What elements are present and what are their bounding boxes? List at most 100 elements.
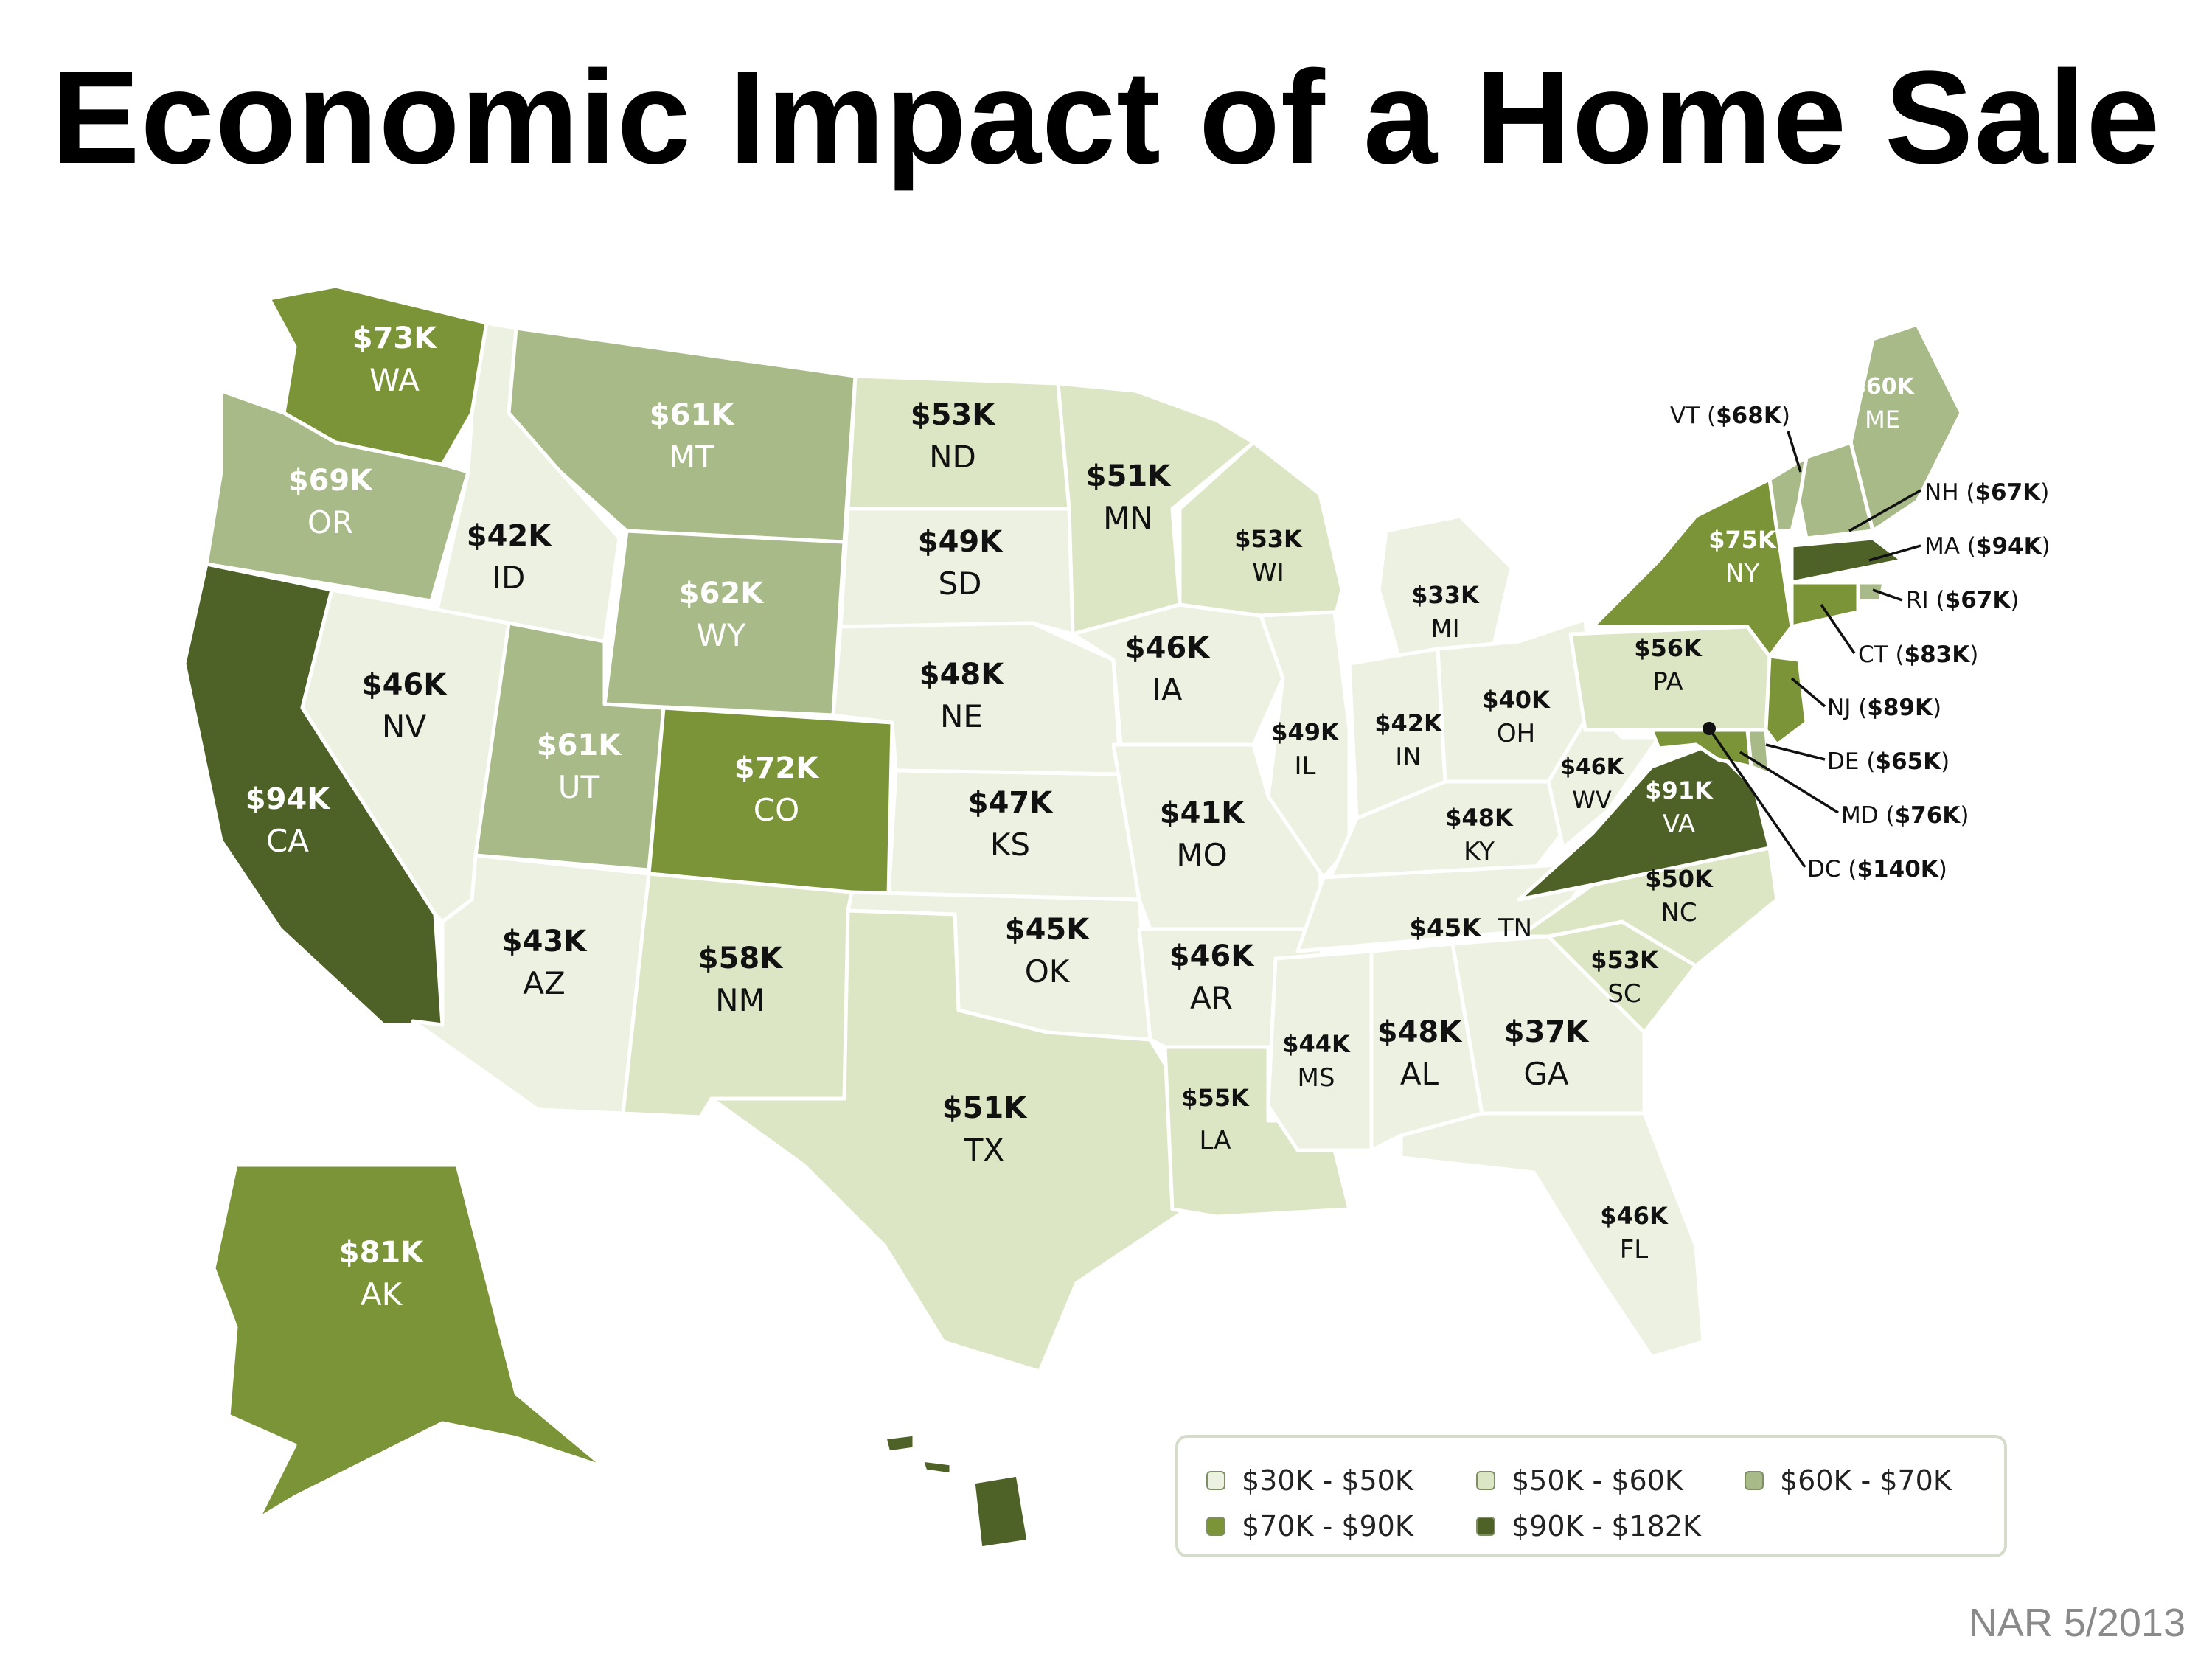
state-value-ia: $46K [1125,631,1211,665]
state-value-nv: $46K [362,668,448,702]
state-value-wy: $62K [679,577,765,611]
state-abbr-pa: PA [1652,667,1683,697]
state-abbr-mn: MN [1103,500,1153,536]
state-la [1163,1045,1352,1219]
state-abbr-mo: MO [1176,837,1227,873]
callout-vt: VT ($68K) [1670,403,1790,429]
source-note: NAR 5/2013 [1968,1601,2185,1645]
state-value-me: $60K [1851,374,1916,400]
state-value-ok: $45K [1005,913,1091,947]
state-abbr-hi: HI [874,1514,907,1551]
state-abbr-nm: NM [715,982,765,1018]
callout-ma: MA ($94K) [1924,533,2051,560]
state-abbr-ks: KS [990,827,1030,863]
callout-value: $83K [1905,641,1971,668]
state-value-mi: $33K [1411,581,1480,609]
legend-item: $60K - $70K [1745,1464,1952,1497]
callout-paren-close: ) [1933,695,1941,721]
dc-marker-dot [1703,722,1716,735]
state-value-co: $72K [734,751,820,785]
callout-md: MD ($76K) [1841,802,1969,829]
state-value-wi: $53K [1234,525,1303,553]
state-nh [1797,440,1875,540]
callout-paren-close: ) [1960,802,1969,829]
callout-de: DE ($65K) [1827,748,1950,775]
state-value-mt: $61K [650,398,735,432]
state-value-pa: $56K [1634,634,1703,662]
state-value-sd: $49K [918,525,1004,559]
callout-paren-close: ) [2010,587,2019,613]
state-abbr-nc: NC [1660,898,1697,928]
state-value-ne: $48K [919,658,1005,692]
state-value-oh: $40K [1482,686,1551,714]
state-value-nm: $58K [698,942,784,975]
callout-value: $94K [1976,533,2042,560]
legend-swatch [1745,1471,1764,1490]
state-abbr-me: ME [1865,406,1900,434]
callout-abbr: VT [1670,403,1700,429]
state-value-nc: $50K [1645,865,1714,893]
state-abbr-tn: TN [1498,914,1532,943]
state-value-ak: $81K [339,1236,425,1270]
callout-paren-close: ) [1938,856,1947,883]
state-abbr-in: IN [1395,742,1421,772]
state-value-ga: $37K [1504,1015,1590,1049]
legend-label: $70K - $90K [1242,1510,1413,1543]
state-abbr-or: OR [307,504,353,540]
state-abbr-va: VA [1663,810,1695,839]
legend-swatch [1476,1471,1495,1490]
leader-line-dc [1708,728,1806,868]
page-title: Economic Impact of a Home Sale [51,44,2161,192]
state-abbr-ny: NY [1725,559,1759,588]
state-abbr-sc: SC [1607,979,1641,1009]
state-value-ny: $75K [1708,526,1777,554]
state-abbr-wa: WA [369,362,420,398]
state-nj [1764,654,1809,747]
callout-paren-open: ( [1929,587,1945,613]
callout-nh: NH ($67K) [1924,479,2049,506]
state-abbr-al: AL [1400,1056,1439,1092]
state-value-ms: $44K [1282,1030,1351,1058]
state-abbr-ga: GA [1523,1056,1569,1092]
legend-swatch [1476,1517,1495,1536]
leader-line-ct [1820,604,1856,654]
state-value-tn: $45K [1409,914,1482,943]
callout-value: $67K [1975,479,2041,506]
legend-item: $70K - $90K [1206,1510,1413,1543]
callout-paren-open: ( [1888,641,1905,668]
callout-value: $68K [1716,403,1782,429]
state-value-ar: $46K [1169,939,1255,973]
state-ny [1590,477,1794,658]
callout-abbr: NJ [1827,695,1851,721]
state-abbr-ms: MS [1298,1063,1335,1093]
callout-paren-close: ) [1781,403,1790,429]
state-abbr-nd: ND [929,439,976,475]
state-va [1517,742,1772,902]
state-value-mo: $41K [1160,796,1245,830]
callout-paren-open: ( [1960,533,1976,560]
state-sd [838,507,1075,636]
callout-paren-open: ( [1841,856,1857,883]
state-abbr-mt: MT [669,439,714,475]
leader-line-de [1765,743,1826,761]
state-value-ut: $61K [537,728,622,762]
map-legend: $30K - $50K $50K - $60K $60K - $70K $70K - … [1175,1435,2007,1557]
state-value-va: $91K [1645,776,1714,804]
state-abbr-il: IL [1295,751,1316,781]
state-value-nd: $53K [911,398,996,432]
state-abbr-az: AZ [523,965,566,1001]
legend-label: $90K - $182K [1512,1510,1701,1543]
state-value-fl: $46K [1600,1202,1669,1230]
state-abbr-ar: AR [1190,980,1233,1016]
callout-paren-open: ( [1851,695,1867,721]
leader-line-ma [1868,544,1921,562]
callout-abbr: DC [1807,856,1841,883]
state-value-al: $48K [1377,1015,1463,1049]
state-abbr-nv: NV [382,709,426,745]
state-ak [212,1163,607,1521]
state-value-sc: $53K [1590,946,1659,974]
legend-label: $50K - $60K [1512,1464,1683,1497]
callout-dc: DC ($140K) [1807,856,1947,883]
state-hi [883,1432,1031,1551]
